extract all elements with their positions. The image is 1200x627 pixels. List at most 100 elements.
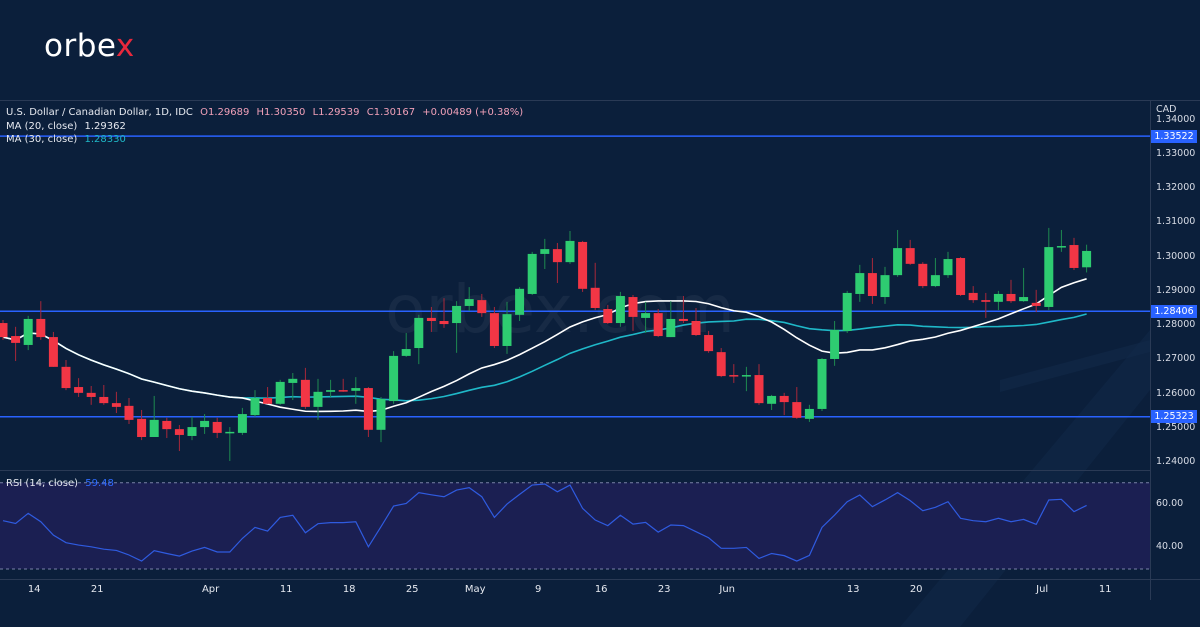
candle-body <box>502 314 512 346</box>
candle-up <box>326 379 336 397</box>
candle-up <box>288 373 298 401</box>
candle-body <box>905 248 915 264</box>
candle-body <box>993 293 1003 302</box>
candle-down <box>981 292 991 318</box>
candle-body <box>653 313 663 337</box>
candle-body <box>11 336 21 343</box>
candle-body <box>263 397 273 404</box>
candle-body <box>1056 246 1066 248</box>
candle-body <box>767 395 777 404</box>
close-value: C1.30167 <box>366 107 416 118</box>
candle-down <box>162 417 172 439</box>
candle-down <box>174 425 184 452</box>
candle-up <box>187 416 197 441</box>
price-tick-label: 1.30000 <box>1156 250 1196 262</box>
candle-up <box>880 266 890 304</box>
candle-body <box>426 317 436 321</box>
candle-down <box>552 242 562 284</box>
candle-body <box>0 323 8 338</box>
candle-up <box>1056 229 1066 252</box>
price-tick-label: 1.26000 <box>1156 387 1196 399</box>
candle-body <box>1019 297 1029 302</box>
candle-body <box>1082 250 1092 268</box>
candle-body <box>338 390 348 392</box>
candle-up <box>641 301 651 333</box>
candle-down <box>86 386 96 405</box>
candle-down <box>628 294 638 331</box>
ma20-line <box>2 278 1087 413</box>
candle-down <box>691 307 701 337</box>
candle-down <box>578 240 588 292</box>
ma30-legend[interactable]: MA (30, close) 1.28330 <box>6 134 130 145</box>
candle-down <box>74 378 84 397</box>
candle-body <box>527 253 537 294</box>
candle-up <box>200 414 210 434</box>
candle-body <box>817 358 827 409</box>
candle-up <box>275 379 285 405</box>
candle-up <box>464 287 474 312</box>
candle-body <box>99 396 109 404</box>
candle-body <box>439 320 449 325</box>
ma20-label: MA (20, close) <box>6 121 78 132</box>
candle-body <box>1044 247 1054 307</box>
candle-body <box>578 241 588 289</box>
candle-body <box>48 337 58 367</box>
candle-up <box>855 264 865 302</box>
candle-down <box>653 309 663 338</box>
candle-body <box>1069 245 1079 268</box>
rsi-tick-label: 40.00 <box>1156 541 1184 553</box>
change-value: +0.00489 (+0.38%) <box>422 107 524 118</box>
horizontal-levels <box>0 135 1150 418</box>
ma30-label: MA (30, close) <box>6 134 78 145</box>
date-tick-label: 18 <box>342 584 356 595</box>
candle-body <box>1006 293 1016 302</box>
candle-up <box>1044 227 1054 311</box>
price-tick-label: 1.25000 <box>1156 421 1196 433</box>
candle-body <box>590 287 600 308</box>
candle-body <box>237 414 247 433</box>
candle-down <box>968 286 978 303</box>
candle-body <box>515 288 525 315</box>
candle-body <box>641 313 651 318</box>
orbex-logo: orbex <box>44 28 135 64</box>
candle-up <box>376 396 386 443</box>
level-price-label: 1.33522 <box>1151 129 1197 143</box>
candle-body <box>968 292 978 301</box>
candle-body <box>678 318 688 321</box>
price-tick-label: 1.34000 <box>1156 113 1196 125</box>
ma20-legend[interactable]: MA (20, close) 1.29362 <box>6 121 130 132</box>
candle-down <box>477 293 487 317</box>
candle-body <box>389 355 399 402</box>
candle-body <box>74 387 84 393</box>
price-tick-label: 1.24000 <box>1156 455 1196 467</box>
price-tick-label: 1.31000 <box>1156 216 1196 228</box>
rsi-legend[interactable]: RSI (14, close) 59.48 <box>6 478 118 489</box>
candle-body <box>704 335 714 352</box>
candle-body <box>855 273 865 294</box>
candle-up <box>741 366 751 392</box>
candle-down <box>124 397 134 424</box>
symbol-legend: U.S. Dollar / Canadian Dollar, 1D, IDC O… <box>6 107 527 118</box>
candle-body <box>200 420 210 428</box>
price-tick-label: 1.27000 <box>1156 353 1196 365</box>
candle-body <box>666 318 676 338</box>
candle-body <box>351 388 361 391</box>
candle-body <box>540 249 550 254</box>
candle-body <box>943 259 953 276</box>
candle-body <box>61 366 71 389</box>
candle-up <box>527 251 537 295</box>
candle-body <box>111 403 121 407</box>
candle-down <box>716 348 726 378</box>
candle-down <box>0 319 8 340</box>
candle-body <box>313 391 323 407</box>
candle-body <box>464 299 474 306</box>
candle-body <box>779 395 789 403</box>
rsi-layer <box>2 483 1087 562</box>
candle-body <box>124 405 134 420</box>
symbol-title[interactable]: U.S. Dollar / Canadian Dollar, 1D, IDC <box>6 107 193 118</box>
date-tick-label: 9 <box>535 584 542 595</box>
candle-body <box>691 320 701 336</box>
candle-body <box>149 419 159 437</box>
